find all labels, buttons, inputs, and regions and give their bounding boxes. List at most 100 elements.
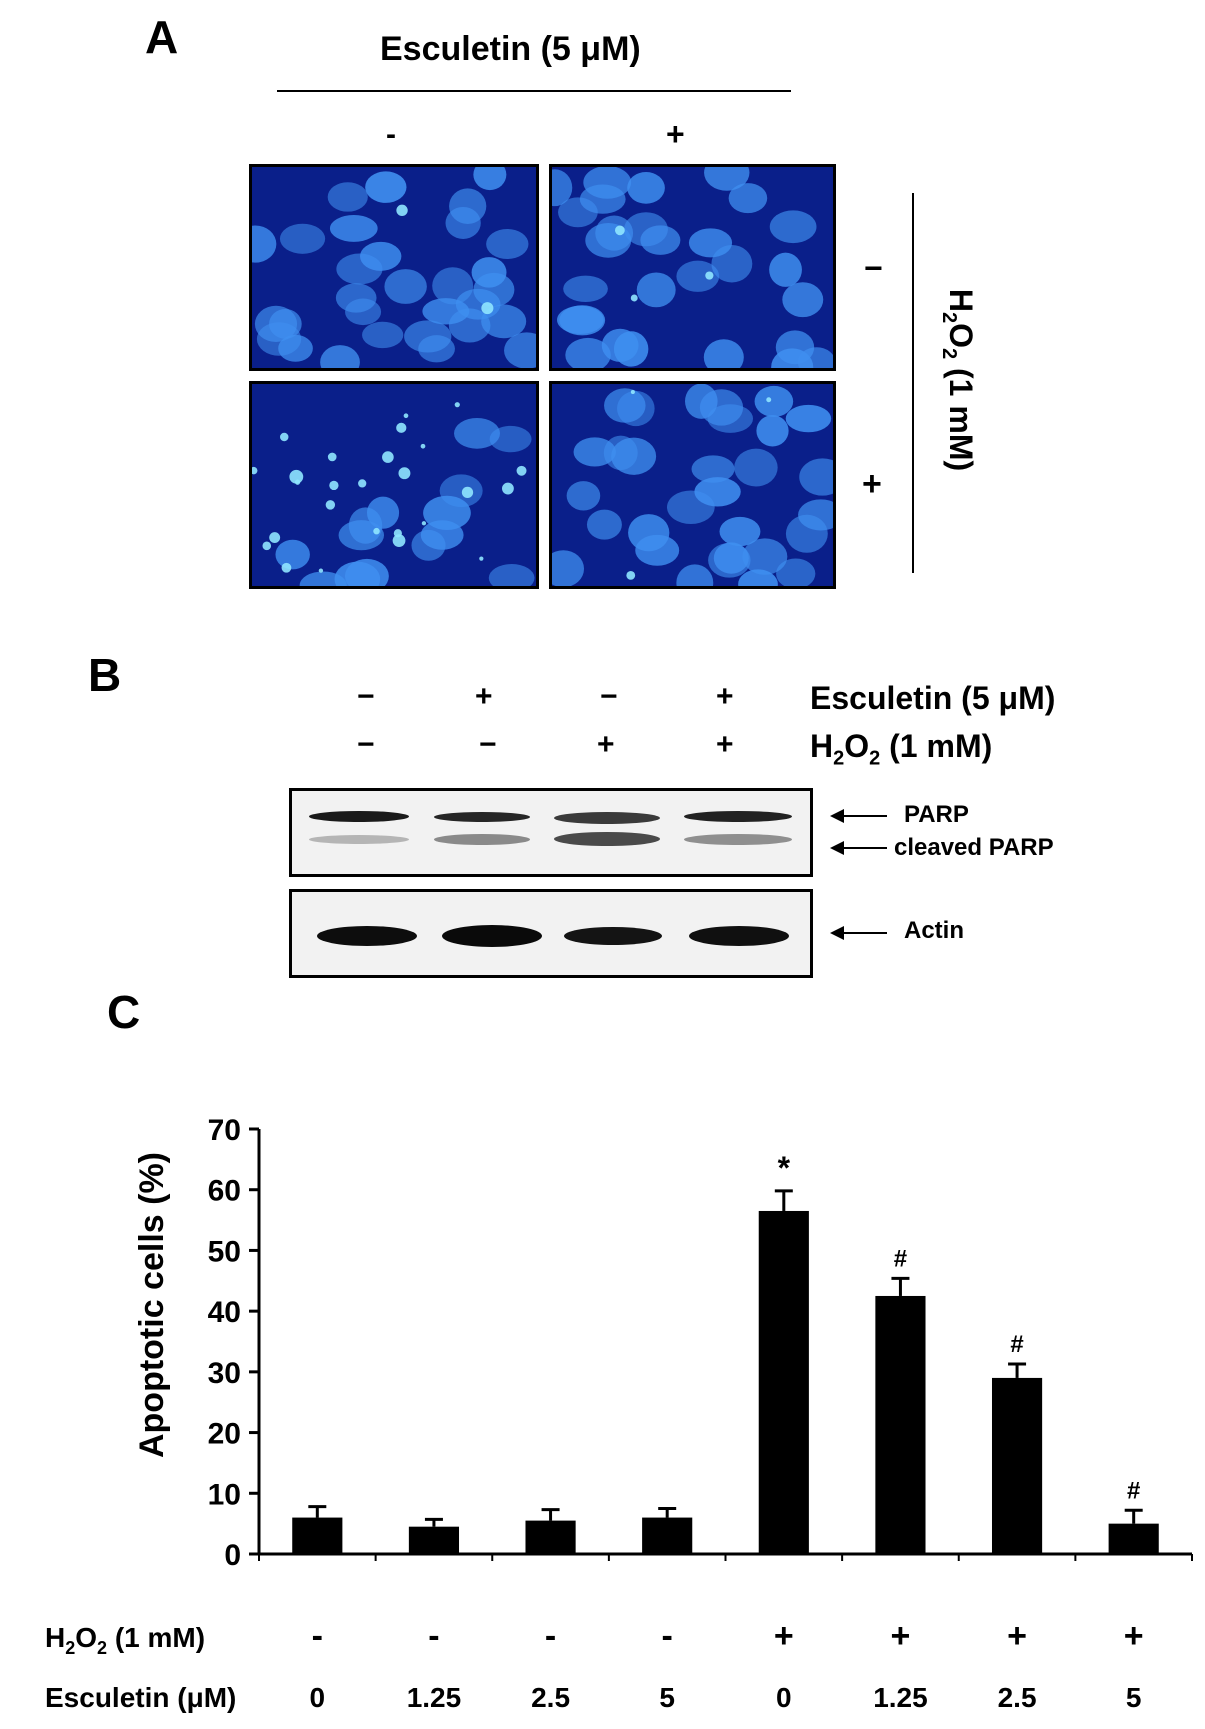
nucleus [586, 509, 622, 540]
nucleus [445, 206, 481, 239]
nuclear-fragment [516, 465, 527, 476]
esculetin-dose: 1.25 [407, 1682, 462, 1713]
h2o2-sign: - [662, 1617, 673, 1655]
nucleus [776, 558, 816, 586]
nucleus [404, 320, 452, 353]
nucleus [635, 534, 680, 566]
nucleus [573, 437, 616, 467]
chart-x-labels: - 0 - 1.25 - 2.5 - 5 +0 +1.25 +2.5 +5 [310, 1617, 1144, 1713]
significance-mark: * [778, 1150, 791, 1186]
micrograph-esculetin [549, 164, 836, 371]
cleaved-parp-band [554, 832, 660, 846]
nucleus [627, 172, 665, 204]
blot-sign: + [716, 728, 734, 761]
panel-a-side-label: H2O2 (1 mM) [937, 288, 980, 472]
nucleus [279, 223, 326, 254]
bar [525, 1520, 576, 1554]
nucleus [384, 269, 427, 304]
nucleus [473, 167, 507, 191]
nucleus [738, 569, 778, 586]
nucleus [611, 437, 657, 475]
nucleus [365, 171, 407, 203]
significance-mark: # [1010, 1331, 1023, 1358]
significance-mark: # [1127, 1477, 1140, 1504]
arrow-line [842, 932, 887, 934]
bar [758, 1210, 809, 1554]
nucleus [636, 272, 676, 308]
nuclear-fragment [269, 532, 281, 544]
bar [292, 1517, 343, 1554]
panel-a-row-minus: − [864, 250, 883, 286]
nucleus [488, 564, 535, 586]
actin-band [689, 926, 789, 946]
nuclear-fragment [626, 570, 636, 580]
panel-a-row-plus: + [862, 465, 882, 503]
nucleus [640, 225, 681, 255]
panel-a-letter: A [145, 11, 179, 63]
panel-a-col-plus: + [666, 116, 685, 152]
nuclear-fragment [396, 422, 407, 433]
nuclear-fragment [630, 389, 635, 395]
parp-band [434, 812, 530, 822]
arrow-line [842, 847, 887, 849]
panel-c-letter: C [107, 986, 141, 1038]
nuclear-fragment [615, 225, 625, 236]
nuclear-fragment [481, 302, 494, 315]
panel-a-top-label: Esculetin (5 μM) [380, 30, 641, 68]
nucleus [719, 516, 761, 547]
nucleus [557, 305, 604, 335]
nucleus [676, 564, 714, 586]
nucleus [585, 222, 632, 258]
h2o2-sign: - [545, 1617, 556, 1655]
blot-row2-label: H2O2 (1 mM) [810, 728, 993, 770]
nuclear-fragment [392, 534, 406, 548]
nucleus [489, 425, 532, 453]
nucleus [699, 389, 744, 426]
h2o2-sign: - [312, 1617, 323, 1655]
nucleus [713, 542, 749, 574]
nuclear-fragment [479, 556, 484, 561]
y-tick-label: 40 [208, 1296, 241, 1329]
nuclear-fragment [393, 529, 402, 538]
bar [875, 1295, 926, 1554]
nucleus [769, 252, 802, 287]
h2o2-sign: + [891, 1617, 911, 1655]
esculetin-dose: 2.5 [998, 1682, 1037, 1713]
nuclear-fragment [630, 294, 638, 302]
nuclei-image [552, 384, 833, 586]
blot-sign: − [357, 728, 375, 761]
panel-a-side-line [912, 193, 914, 573]
nuclear-fragment [421, 521, 427, 526]
bar [991, 1377, 1043, 1554]
blot-row1-label: Esculetin (5 μM) [810, 680, 1056, 716]
nucleus [275, 539, 310, 570]
chart-axes: 0 10 20 30 40 50 60 70 [208, 1114, 1193, 1572]
nuclear-fragment [454, 402, 460, 408]
nucleus [579, 184, 626, 214]
cleaved-parp-band [309, 835, 409, 844]
actin-band [317, 926, 417, 946]
bar [408, 1526, 460, 1554]
arrow-left-icon [830, 809, 844, 823]
nucleus [552, 169, 573, 207]
nuclei-image [252, 384, 536, 586]
nucleus [769, 210, 817, 244]
nucleus [613, 331, 649, 367]
nuclear-fragment [382, 451, 394, 463]
y-tick-label: 10 [208, 1478, 241, 1511]
blot-sign: − [357, 680, 375, 713]
nuclear-fragment [705, 271, 714, 280]
nuclear-fragment [327, 452, 337, 462]
nuclear-fragment [396, 204, 408, 217]
nuclear-fragment [289, 469, 304, 484]
esculetin-dose: 2.5 [531, 1682, 570, 1713]
nuclear-fragment [294, 479, 301, 485]
blot-parp [289, 788, 813, 877]
actin-band [564, 927, 662, 945]
bar [642, 1517, 693, 1554]
nuclear-fragment [502, 482, 514, 495]
cleaved-parp-band [684, 834, 792, 845]
h2o2-sign: - [428, 1617, 439, 1655]
esculetin-row-label: Esculetin (μM) [45, 1682, 236, 1713]
band-label-actin: Actin [904, 917, 964, 944]
